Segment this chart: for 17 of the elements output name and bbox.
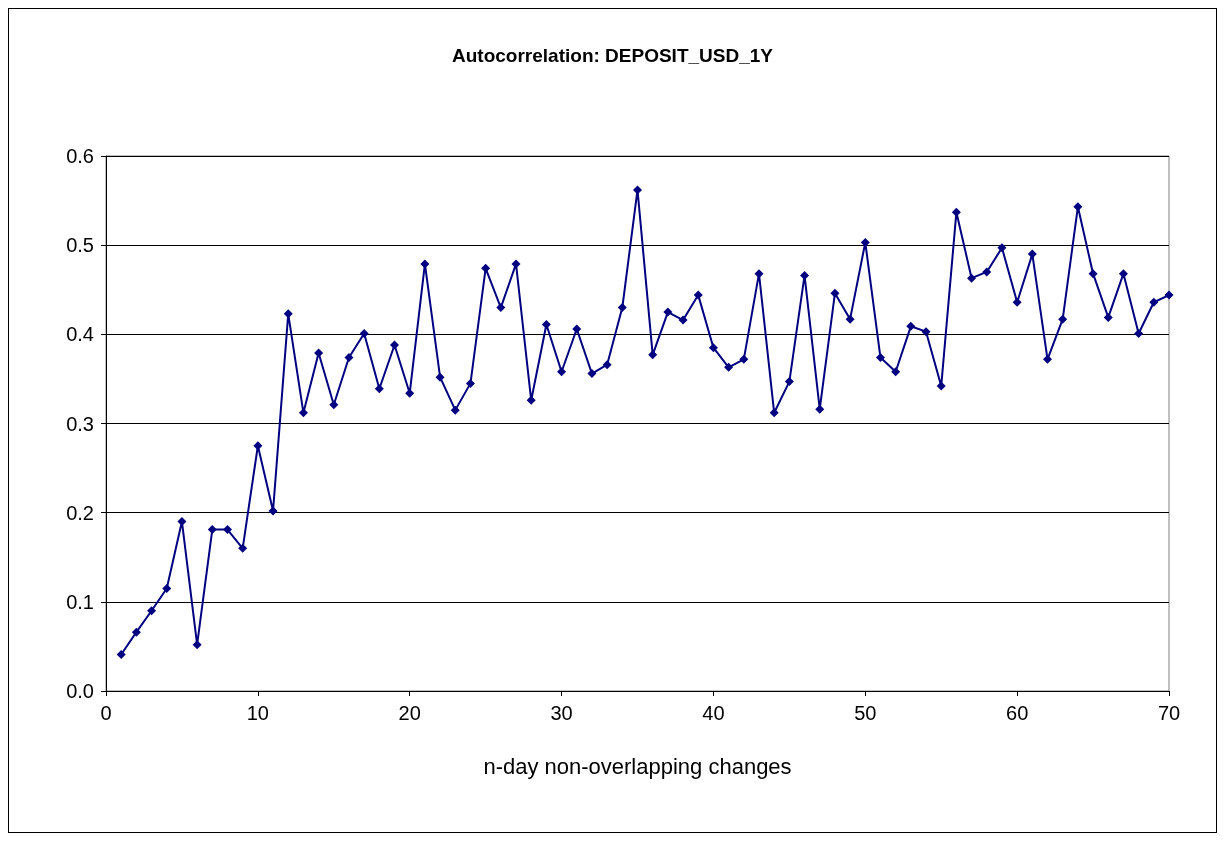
x-tick-label: 30 xyxy=(550,702,573,724)
x-axis-title: n-day non-overlapping changes xyxy=(483,753,792,779)
y-tick-label: 0.6 xyxy=(66,145,94,167)
x-tick-label: 70 xyxy=(1157,702,1181,724)
y-tick-label: 0.2 xyxy=(66,501,94,524)
x-tick-label: 10 xyxy=(246,702,269,724)
x-tick-label: 40 xyxy=(702,702,725,724)
x-tick-label: 20 xyxy=(398,702,421,724)
y-tick-label: 0.0 xyxy=(66,680,94,702)
y-tick-label: 0.5 xyxy=(66,234,94,257)
x-tick-label: 60 xyxy=(1006,702,1029,724)
x-tick-label: 50 xyxy=(854,702,877,724)
y-tick-label: 0.3 xyxy=(66,412,94,435)
x-tick-label: 0 xyxy=(100,702,112,724)
chart-title: Autocorrelation: DEPOSIT_USD_1Y xyxy=(452,45,774,66)
y-tick-label: 0.1 xyxy=(66,590,94,613)
y-tick-label: 0.4 xyxy=(66,323,94,346)
